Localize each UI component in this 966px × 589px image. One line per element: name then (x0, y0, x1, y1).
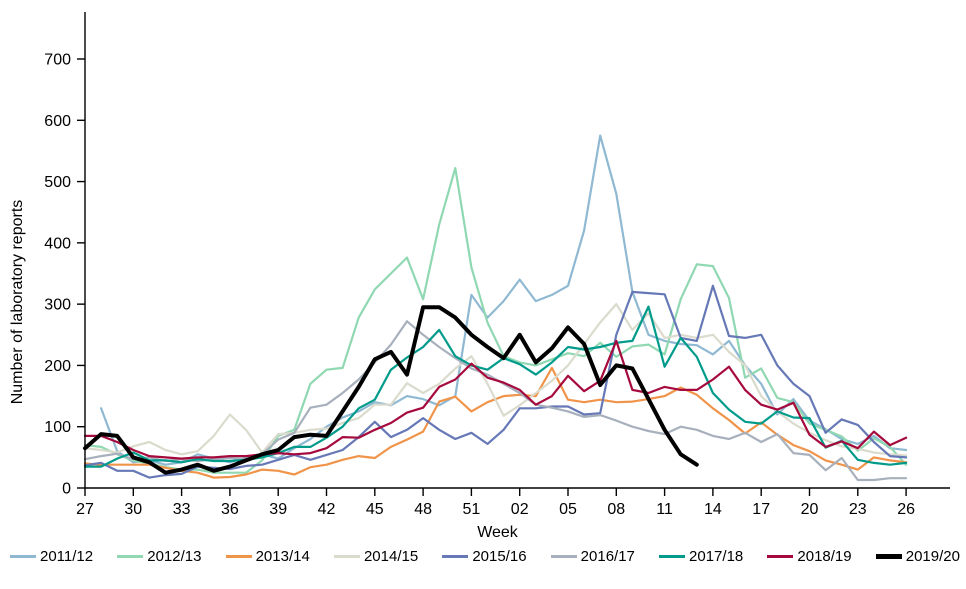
x-tick-label: 08 (607, 501, 625, 518)
series-line-2015-16 (83, 284, 908, 479)
legend-item-2018-19: 2018/19 (767, 548, 852, 565)
x-tick-label: 05 (559, 501, 577, 518)
x-tick-label: 11 (656, 501, 673, 518)
y-tick-label: 400 (44, 235, 71, 252)
x-tick-label: 27 (76, 501, 94, 518)
y-axis-title: Number of laboratory reports (9, 199, 26, 405)
series-line-2018-19 (83, 339, 908, 460)
x-tick-label: 30 (124, 501, 142, 518)
y-tick-label: 500 (44, 174, 71, 191)
x-tick-label: 26 (897, 501, 915, 518)
legend-label: 2018/19 (797, 548, 852, 565)
x-tick-label: 48 (414, 501, 432, 518)
y-tick-label: 700 (44, 52, 71, 69)
legend-line-swatch (659, 555, 686, 558)
y-tick-label: 0 (62, 481, 71, 498)
x-tick-label: 45 (366, 501, 384, 518)
legend-label: 2014/15 (363, 548, 419, 565)
series-line-2019-20 (83, 305, 699, 475)
chart-legend: 2011/12 2012/13 2013/14 2014/15 2015/16 2016/… (10, 548, 960, 565)
legend-label: 2011/12 (40, 548, 94, 565)
legend-item-2014-15: 2014/15 (333, 548, 419, 565)
x-tick-label: 02 (511, 501, 529, 518)
legend-label: 2016/17 (580, 548, 635, 565)
y-tick-label: 100 (44, 419, 71, 436)
legend-line-swatch (442, 555, 469, 558)
legend-line-swatch (333, 555, 360, 558)
legend-item-2011-12: 2011/12 (10, 548, 93, 565)
x-tick-label: 33 (173, 501, 191, 518)
legend-item-2019-20: 2019/20 (875, 548, 960, 565)
legend-line-swatch (10, 555, 36, 558)
legend-item-2015-16: 2015/16 (442, 548, 527, 565)
legend-line-swatch (117, 555, 144, 558)
legend-label: 2013/14 (255, 548, 310, 565)
legend-item-2017-18: 2017/18 (659, 548, 743, 565)
legend-label: 2019/20 (905, 548, 960, 565)
legend-item-2012-13: 2012/13 (117, 548, 201, 565)
x-tick-label: 42 (318, 501, 336, 518)
x-tick-label: 23 (849, 501, 867, 518)
y-tick-label: 300 (44, 297, 71, 314)
x-tick-label: 51 (463, 501, 481, 518)
legend-line-swatch (550, 555, 577, 558)
x-tick-label: 20 (801, 501, 819, 518)
series-line-2017-18 (83, 305, 908, 468)
series-line-2012-13 (83, 167, 908, 474)
x-tick-label: 36 (221, 501, 239, 518)
series-line-2014-15 (83, 303, 908, 457)
legend-line-swatch (225, 555, 252, 558)
x-tick-label: 14 (704, 501, 722, 518)
y-tick-label: 200 (44, 358, 71, 375)
legend-label: 2017/18 (689, 548, 744, 565)
legend-item-2013-14: 2013/14 (225, 548, 310, 565)
legend-line-swatch (767, 555, 794, 558)
x-axis-title: Week (477, 524, 518, 541)
y-tick-label: 600 (44, 113, 71, 130)
x-tick-label: 17 (752, 501, 770, 518)
legend-item-2016-17: 2016/17 (550, 548, 635, 565)
x-tick-label: 39 (269, 501, 287, 518)
legend-line-swatch (875, 554, 902, 559)
legend-label: 2012/13 (147, 548, 202, 565)
legend-label: 2015/16 (472, 548, 527, 565)
